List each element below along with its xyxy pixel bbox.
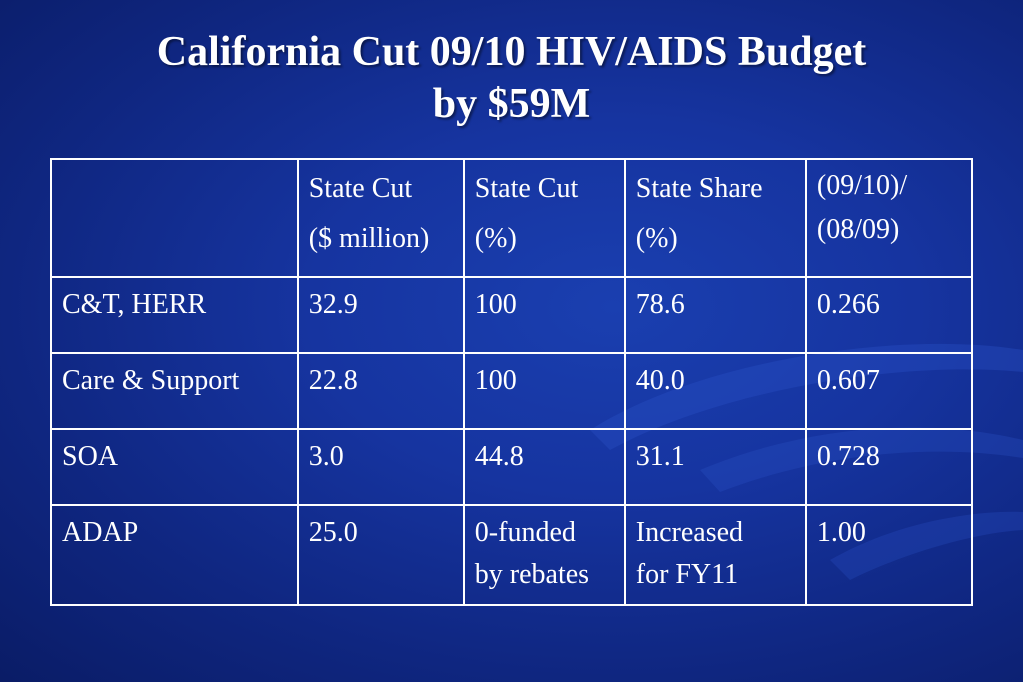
row-label: ADAP: [50, 504, 299, 606]
state-share-pct-value-line-2: for FY11: [635, 559, 739, 590]
state-share-pct-value-line-1: Increased: [635, 517, 744, 548]
ratio-cell: 0.266: [804, 276, 974, 354]
ratio-cell: 1.00: [804, 504, 974, 606]
header-ratio-line-2: (08/09): [816, 214, 900, 245]
table-header-row: State Cut ($ million) State Cut (%) Stat…: [50, 158, 974, 278]
table-row: Care & Support 22.8 100 40.0 0.607: [50, 352, 974, 430]
row-label: Care & Support: [50, 352, 299, 430]
table-row: ADAP 25.0 0-funded by rebates Increased …: [50, 504, 974, 606]
state-cut-pct-value-line-1: 0-funded: [474, 517, 576, 548]
header-cell-empty: [50, 158, 299, 278]
state-cut-million-cell: 25.0: [296, 504, 465, 606]
state-share-pct-value: 31.1: [635, 441, 685, 472]
header-cell-state-cut-pct: State Cut (%): [462, 158, 626, 278]
state-cut-pct-cell: 100: [462, 352, 626, 430]
header-state-cut-pct-line-2: (%): [474, 223, 517, 254]
state-cut-pct-value: 100: [474, 289, 517, 320]
state-share-pct-cell: 40.0: [623, 352, 807, 430]
header-cell-state-share-pct: State Share (%): [623, 158, 807, 278]
state-cut-million-cell: 22.8: [296, 352, 465, 430]
header-state-cut-million-line-2: ($ million): [308, 223, 430, 254]
header-state-cut-pct-line-1: State Cut: [474, 173, 579, 204]
state-cut-pct-value: 100: [474, 365, 517, 396]
header-state-cut-million-line-1: State Cut: [308, 173, 413, 204]
row-label: SOA: [50, 428, 299, 506]
state-cut-million-cell: 3.0: [296, 428, 465, 506]
state-share-pct-cell: 31.1: [623, 428, 807, 506]
state-cut-pct-cell: 0-funded by rebates: [462, 504, 626, 606]
header-state-share-pct-line-1: State Share: [635, 173, 763, 204]
ratio-cell: 0.607: [804, 352, 974, 430]
state-cut-pct-cell: 44.8: [462, 428, 626, 506]
state-cut-million-cell: 32.9: [296, 276, 465, 354]
table-row: SOA 3.0 44.8 31.1 0.728: [50, 428, 974, 506]
state-share-pct-cell: Increased for FY11: [623, 504, 807, 606]
header-cell-ratio: (09/10)/ (08/09): [804, 158, 974, 278]
header-ratio-line-1: (09/10)/: [816, 170, 908, 201]
state-cut-pct-value-line-2: by rebates: [474, 559, 590, 590]
state-share-pct-value: 40.0: [635, 365, 685, 396]
header-cell-state-cut-million: State Cut ($ million): [296, 158, 465, 278]
budget-cut-table: State Cut ($ million) State Cut (%) Stat…: [50, 158, 974, 606]
slide-title-line-1: California Cut 09/10 HIV/AIDS Budget: [156, 29, 867, 75]
slide-title: California Cut 09/10 HIV/AIDS Budget by …: [0, 26, 1023, 130]
state-share-pct-cell: 78.6: [623, 276, 807, 354]
row-label: C&T, HERR: [50, 276, 299, 354]
state-cut-pct-value: 44.8: [474, 441, 524, 472]
ratio-cell: 0.728: [804, 428, 974, 506]
header-state-share-pct-line-2: (%): [635, 223, 678, 254]
state-share-pct-value: 78.6: [635, 289, 685, 320]
state-cut-pct-cell: 100: [462, 276, 626, 354]
slide-title-line-2: by $59M: [432, 81, 591, 127]
table-row: C&T, HERR 32.9 100 78.6 0.266: [50, 276, 974, 354]
